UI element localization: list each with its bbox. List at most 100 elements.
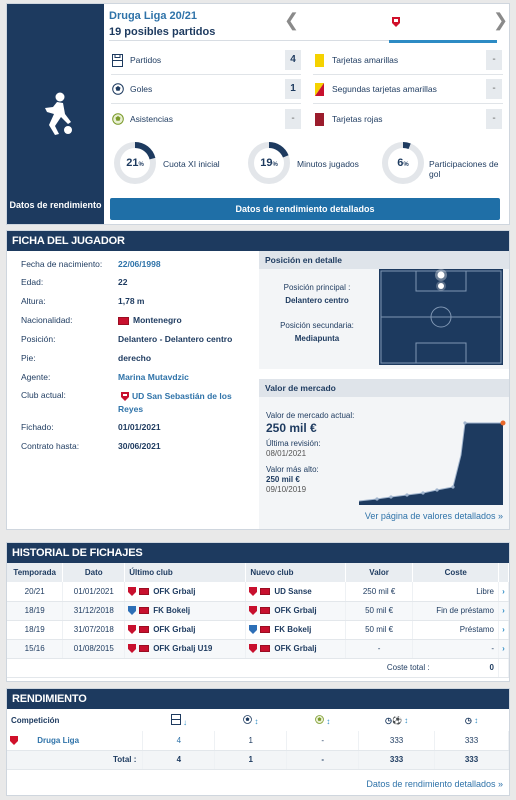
col-assists[interactable]: ↕ xyxy=(286,709,360,731)
chevron-right-icon[interactable]: › xyxy=(502,625,505,634)
mv-current-value: 250 mil € xyxy=(266,421,317,435)
stat-label: Tarjetas amarillas xyxy=(332,55,399,65)
red-card-icon xyxy=(313,112,326,126)
competition-name[interactable]: Druga Liga xyxy=(37,735,80,745)
col-fee: Coste xyxy=(412,563,499,582)
label-age: Edad: xyxy=(21,277,44,287)
performance-panel: Datos de rendimiento Druga Liga 20/21 19… xyxy=(6,3,510,225)
value-current-club[interactable]: UD San Sebastián de los Reyes xyxy=(118,390,243,416)
to-club-cell[interactable]: UD Sanse xyxy=(245,582,346,602)
stat-value-partidos: 4 xyxy=(285,50,301,70)
chevron-right-icon[interactable]: › xyxy=(502,644,505,653)
date-cell: 01/08/2015 xyxy=(62,639,126,659)
primary-position-value: Delantero centro xyxy=(285,296,349,305)
from-club-cell[interactable]: OFK Grbalj xyxy=(124,582,247,602)
chevron-right-icon[interactable]: › xyxy=(502,606,505,615)
from-club-cell[interactable]: OFK Grbalj xyxy=(124,620,247,640)
chevron-right-icon[interactable]: › xyxy=(502,586,505,596)
stat-row-goles: Goles xyxy=(111,79,280,99)
value-joined: 01/01/2021 xyxy=(118,422,161,432)
donut-goal-participation: 6% xyxy=(381,141,425,185)
col-minutes-per-goal[interactable]: ◷⚽ ↕ xyxy=(358,709,436,731)
club-crest-icon xyxy=(128,644,137,654)
prev-season-button[interactable]: ❮ xyxy=(284,10,300,30)
row-link-cell[interactable]: › xyxy=(498,620,509,640)
table-row: 15/16 01/08/2015 OFK Grbalj U19 OFK Grbalj -… xyxy=(7,639,509,659)
country-flag-icon xyxy=(260,607,271,615)
club-name[interactable]: OFK Grbalj xyxy=(274,643,317,653)
season-cell: 18/19 xyxy=(7,620,64,640)
league-title[interactable]: Druga Liga 20/21 xyxy=(109,10,198,22)
club-crest-icon xyxy=(249,586,258,596)
country-flag-icon xyxy=(260,645,271,653)
player-silhouette-icon xyxy=(45,92,72,135)
market-value-text: - xyxy=(377,644,381,653)
section-title: HISTORIAL DE FICHAJES xyxy=(7,543,509,563)
from-club-cell[interactable]: FK Bokelj xyxy=(124,601,247,621)
value-nationality: Montenegro xyxy=(118,315,182,325)
divider xyxy=(111,103,301,104)
apps-cell[interactable]: 4 xyxy=(142,731,216,751)
donut-label: Minutos jugados xyxy=(297,159,359,169)
fee-text: Préstamo xyxy=(459,625,494,634)
mv-last-label: Última revisión: xyxy=(266,439,321,448)
performance-sidebar: Datos de rendimiento xyxy=(7,4,104,224)
club-name[interactable]: OFK Grbalj xyxy=(153,624,196,634)
col-goals[interactable]: ↕ xyxy=(214,709,288,731)
country-flag-icon xyxy=(139,587,150,595)
label-foot: Pie: xyxy=(21,353,36,363)
col-to: Nuevo club xyxy=(245,563,346,582)
performance-caption: Datos de rendimiento xyxy=(9,200,102,210)
fee-cell: Libre xyxy=(412,582,499,602)
to-club-cell[interactable]: FK Bokelj xyxy=(245,620,346,640)
total-row: Coste total : 0 xyxy=(7,658,509,678)
col-date: Dato xyxy=(62,563,126,582)
table-row: 20/21 01/01/2021 OFK Grbalj UD Sanse 250 mil… xyxy=(7,582,509,602)
performance-table: Competición ↓ ↕ ↕ ◷⚽ ↕ ◷ ↕ Druga Liga 4 … xyxy=(7,709,509,770)
club-name[interactable]: UD Sanse xyxy=(274,586,312,596)
mv-high-label: Valor más alto: xyxy=(266,465,319,474)
row-link-cell[interactable]: › xyxy=(498,639,509,659)
table-row: 18/19 31/12/2018 FK Bokelj OFK Grbalj 50 mil… xyxy=(7,601,509,621)
club-name[interactable]: OFK Grbalj xyxy=(274,605,317,615)
col-value: Valor xyxy=(345,563,414,582)
donut-label: Cuota XI inicial xyxy=(163,159,220,169)
col-minutes[interactable]: ◷ ↕ xyxy=(434,709,509,731)
total-row: Total : 4 1 - 333 333 xyxy=(7,750,509,770)
club-name[interactable]: OFK Grbalj xyxy=(153,586,196,596)
detailed-stats-button[interactable]: Datos de rendimiento detallados xyxy=(110,198,500,220)
col-apps[interactable]: ↓ xyxy=(142,709,216,731)
value-agent[interactable]: Marina Mutavdzic xyxy=(118,372,189,382)
transfer-table: Temporada Dato Último club Nuevo club Va… xyxy=(7,563,509,678)
performance-more-link[interactable]: Datos de rendimiento detallados » xyxy=(366,779,503,789)
pitch-icon xyxy=(170,713,181,725)
season-indicator xyxy=(389,40,497,43)
club-name[interactable]: OFK Grbalj U19 xyxy=(153,643,213,653)
total-mins: 333 xyxy=(434,750,509,770)
stat-row-yellow: Tarjetas amarillas xyxy=(313,50,482,70)
market-value-text: 50 mil € xyxy=(365,606,394,615)
from-club-cell[interactable]: OFK Grbalj U19 xyxy=(124,639,247,659)
competition-cell[interactable]: Druga Liga xyxy=(7,731,144,751)
divider xyxy=(313,74,503,75)
value-cell: 250 mil € xyxy=(345,582,414,602)
row-link-cell[interactable]: › xyxy=(498,582,509,602)
date-cell: 31/07/2018 xyxy=(62,620,126,640)
market-value-text: 250 mil € xyxy=(362,586,396,596)
total-mins-per-goal: 333 xyxy=(358,750,436,770)
sort-icon: ↕ xyxy=(326,716,331,726)
fee-cell: - xyxy=(412,639,499,659)
to-club-cell[interactable]: OFK Grbalj xyxy=(245,601,346,621)
total-cost-label: Coste total : xyxy=(386,663,430,672)
row-link-cell[interactable]: › xyxy=(498,601,509,621)
sort-icon: ↕ xyxy=(404,715,409,725)
next-season-button[interactable]: ❯ xyxy=(493,10,509,30)
table-row: 18/19 31/07/2018 OFK Grbalj FK Bokelj 50 mil… xyxy=(7,620,509,640)
to-club-cell[interactable]: OFK Grbalj xyxy=(245,639,346,659)
market-value-more-link[interactable]: Ver página de valores detallados » xyxy=(364,511,503,521)
value-birthdate[interactable]: 22/06/1998 xyxy=(118,259,161,269)
mv-high-date: 09/10/2019 xyxy=(266,485,307,494)
club-name[interactable]: FK Bokelj xyxy=(274,624,312,634)
yellow-card-icon xyxy=(313,53,326,67)
club-name[interactable]: FK Bokelj xyxy=(153,605,191,615)
